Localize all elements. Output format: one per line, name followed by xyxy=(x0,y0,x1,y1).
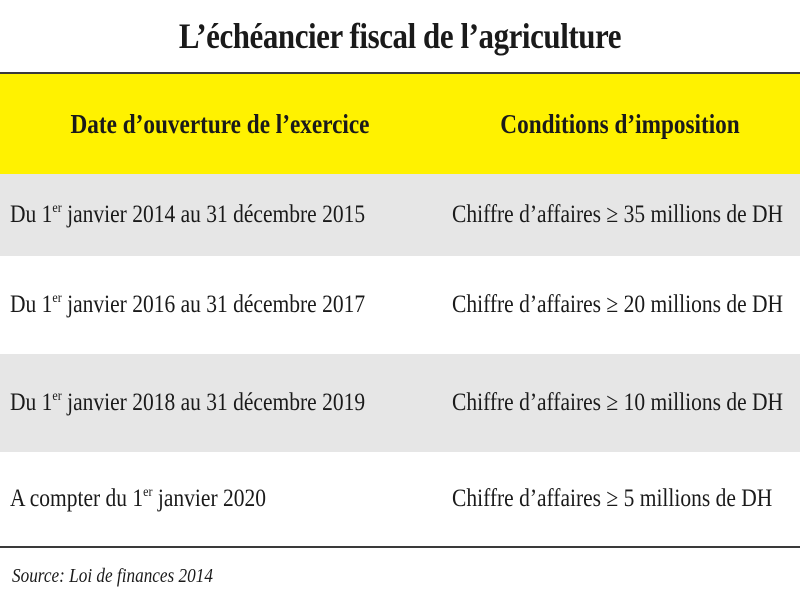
page-title: L’échéancier fiscal de l’agriculture xyxy=(178,16,622,56)
date-prefix: Du 1 xyxy=(10,201,53,228)
date-prefix: A compter du 1 xyxy=(10,485,144,512)
date-prefix: Du 1 xyxy=(10,389,53,416)
condition-cell: Chiffre d’affaires ≥ 5 millions de DH xyxy=(440,485,800,513)
header-cell-date: Date d’ouverture de l’exercice xyxy=(0,109,440,140)
date-text: A compter du 1er janvier 2020 xyxy=(10,485,266,513)
date-ordinal: er xyxy=(143,485,153,500)
table-header-row: Date d’ouverture de l’exercice Condition… xyxy=(0,74,800,174)
date-text: Du 1er janvier 2018 au 31 décembre 2019 xyxy=(10,389,365,417)
table-row: A compter du 1er janvier 2020 Chiffre d’… xyxy=(0,452,800,548)
condition-cell: Chiffre d’affaires ≥ 20 millions de DH xyxy=(440,291,800,319)
header-label-conditions: Conditions d’imposition xyxy=(500,108,740,139)
date-ordinal: er xyxy=(52,201,62,216)
date-suffix: janvier 2020 xyxy=(152,485,266,512)
date-ordinal: er xyxy=(52,389,62,404)
date-suffix: janvier 2018 au 31 décembre 2019 xyxy=(61,389,366,416)
condition-text: Chiffre d’affaires ≥ 10 millions de DH xyxy=(452,389,784,416)
date-text: Du 1er janvier 2014 au 31 décembre 2015 xyxy=(10,201,365,229)
table-row: Du 1er janvier 2016 au 31 décembre 2017 … xyxy=(0,256,800,354)
date-suffix: janvier 2014 au 31 décembre 2015 xyxy=(61,201,366,228)
condition-text: Chiffre d’affaires ≥ 5 millions de DH xyxy=(452,485,773,512)
date-cell: A compter du 1er janvier 2020 xyxy=(0,485,440,513)
date-cell: Du 1er janvier 2014 au 31 décembre 2015 xyxy=(0,201,440,229)
table-row: Du 1er janvier 2014 au 31 décembre 2015 … xyxy=(0,174,800,256)
tax-schedule-table: Date d’ouverture de l’exercice Condition… xyxy=(0,72,800,548)
source-note: Source: Loi de finances 2014 xyxy=(12,565,213,587)
date-cell: Du 1er janvier 2016 au 31 décembre 2017 xyxy=(0,291,440,319)
condition-cell: Chiffre d’affaires ≥ 35 millions de DH xyxy=(440,201,800,229)
table-row: Du 1er janvier 2018 au 31 décembre 2019 … xyxy=(0,354,800,452)
date-suffix: janvier 2016 au 31 décembre 2017 xyxy=(61,291,366,318)
date-ordinal: er xyxy=(52,291,62,306)
date-prefix: Du 1 xyxy=(10,291,53,318)
date-cell: Du 1er janvier 2018 au 31 décembre 2019 xyxy=(0,389,440,417)
header-cell-conditions: Conditions d’imposition xyxy=(440,109,800,140)
condition-cell: Chiffre d’affaires ≥ 10 millions de DH xyxy=(440,389,800,417)
header-label-date: Date d’ouverture de l’exercice xyxy=(70,108,370,139)
date-text: Du 1er janvier 2016 au 31 décembre 2017 xyxy=(10,291,365,319)
condition-text: Chiffre d’affaires ≥ 35 millions de DH xyxy=(452,201,784,228)
condition-text: Chiffre d’affaires ≥ 20 millions de DH xyxy=(452,291,784,318)
